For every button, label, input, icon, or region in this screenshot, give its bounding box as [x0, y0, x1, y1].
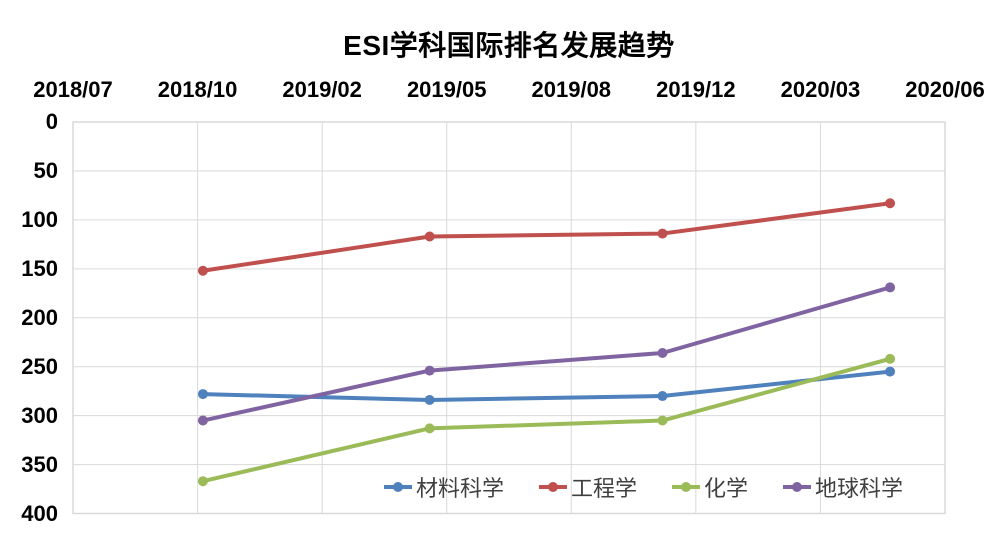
series-point-0-0	[197, 389, 208, 400]
y-axis-tick-label: 0	[45, 109, 58, 134]
x-axis-tick-label: 2019/02	[282, 77, 362, 102]
legend-item-earth-science: 地球科学	[782, 471, 903, 503]
x-axis-tick-label: 2019/08	[531, 77, 612, 102]
series-point-1-2	[657, 228, 668, 239]
y-axis-tick-label: 200	[21, 304, 58, 330]
series-point-1-0	[197, 265, 208, 276]
series-point-3-0	[197, 415, 208, 426]
legend-item-chemistry: 化学	[671, 471, 748, 503]
y-axis-tick-label: 100	[21, 206, 58, 232]
series-point-2-3	[885, 353, 896, 364]
legend-label: 材料科学	[416, 476, 505, 501]
series-line-1	[200, 201, 893, 273]
line-marker-icon	[539, 482, 568, 492]
series-point-3-1	[424, 365, 435, 376]
x-axis-tick-label: 2020/06	[905, 77, 985, 102]
y-axis-tick-label: 250	[21, 353, 58, 379]
y-axis-tick-label: 150	[21, 255, 58, 281]
line-marker-icon	[384, 482, 412, 492]
series-line-2	[200, 356, 893, 484]
legend-label: 地球科学	[815, 476, 904, 501]
line-marker-icon	[672, 482, 701, 492]
series-point-0-3	[885, 366, 896, 377]
chart-title: ESI学科国际排名发展趋势	[343, 30, 675, 61]
series-point-2-1	[424, 423, 435, 434]
legend-label: 工程学	[571, 476, 638, 501]
series-point-2-2	[657, 415, 668, 426]
series-point-1-3	[885, 198, 896, 209]
series-point-3-3	[885, 282, 896, 293]
series-point-0-2	[657, 391, 668, 402]
legend-item-engineering: 工程学	[538, 471, 637, 503]
chart-legend: 材料科学 工程学 化学 地球科学	[383, 471, 903, 503]
legend-item-materials-science: 材料科学	[383, 471, 504, 503]
x-axis-tick-label: 2019/12	[656, 77, 736, 102]
y-axis-tick-label: 300	[21, 402, 58, 428]
series-point-2-0	[197, 476, 208, 487]
x-axis-tick-label: 2018/07	[33, 77, 113, 102]
y-axis-tick-label: 50	[33, 157, 58, 183]
x-axis-tick-label: 2019/05	[406, 77, 487, 102]
series-point-3-2	[657, 347, 668, 358]
legend-label: 化学	[704, 476, 749, 501]
y-axis-tick-label: 350	[21, 451, 58, 477]
x-axis-tick-label: 2020/03	[780, 77, 861, 102]
series-line-3	[200, 285, 893, 423]
y-axis-tick-label: 400	[21, 500, 58, 526]
line-marker-icon	[783, 482, 812, 492]
series-point-0-1	[424, 394, 435, 405]
x-axis-tick-label: 2018/10	[157, 77, 238, 102]
series-point-1-1	[424, 231, 435, 242]
